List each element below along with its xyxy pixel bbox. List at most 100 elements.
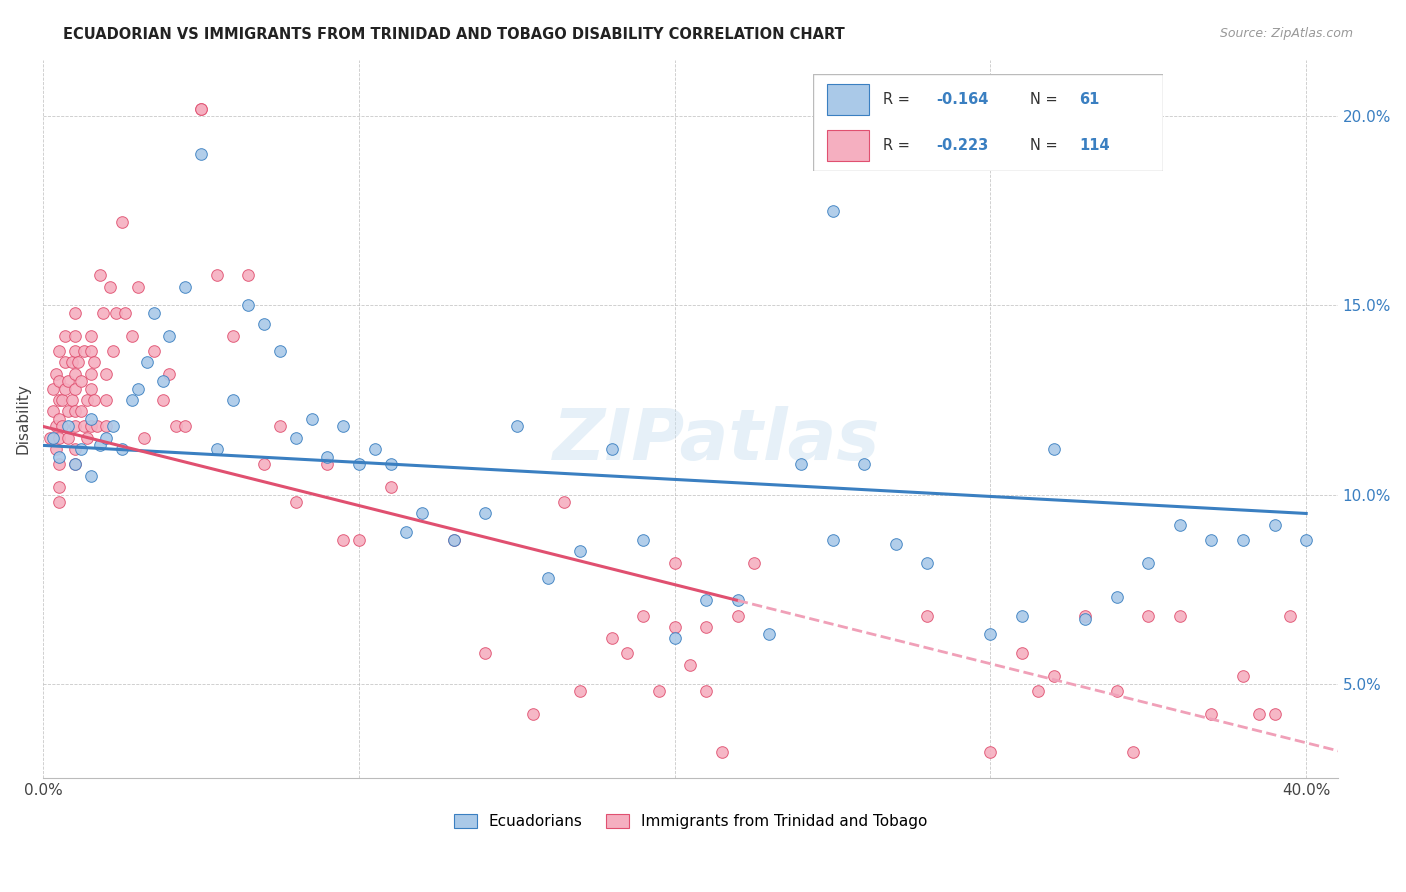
Point (152, 392, 174, 407)
Point (53, 382, 76, 396)
Point (853, 458, 876, 472)
Point (205, 268, 228, 283)
Point (63, 306, 86, 320)
Point (79, 419, 101, 434)
Point (347, 458, 370, 472)
Point (506, 419, 529, 434)
Point (48, 458, 70, 472)
Point (205, 442, 228, 457)
Point (474, 507, 496, 521)
Point (63, 458, 86, 472)
Point (380, 458, 402, 472)
Point (63, 328, 86, 343)
Point (727, 593, 749, 607)
Point (631, 533, 654, 547)
Point (79, 343, 101, 358)
Point (48, 450, 70, 464)
Point (127, 382, 149, 396)
Point (51, 419, 73, 434)
Point (89, 268, 111, 283)
Point (332, 419, 354, 434)
Point (45, 419, 67, 434)
Point (63, 458, 86, 472)
Point (60, 355, 83, 369)
Point (41, 431, 63, 445)
Point (45, 442, 67, 457)
Point (91, 306, 114, 320)
Point (63, 367, 86, 381)
Point (66, 355, 89, 369)
Point (70, 374, 93, 388)
Point (70, 442, 93, 457)
Point (63, 404, 86, 418)
Point (53, 328, 76, 343)
Point (443, 533, 465, 547)
Point (664, 620, 686, 634)
Point (101, 343, 124, 358)
Point (190, 147, 212, 161)
Point (347, 533, 370, 547)
Point (316, 450, 339, 464)
Point (111, 442, 134, 457)
Point (48, 412, 70, 426)
Point (121, 392, 143, 407)
Point (127, 279, 149, 293)
Point (86, 419, 108, 434)
Point (136, 355, 159, 369)
Point (159, 328, 181, 343)
Point (190, 102, 212, 116)
Point (1232, 669, 1254, 683)
Point (45, 367, 67, 381)
Point (979, 745, 1001, 759)
Point (742, 556, 765, 570)
Text: Source: ZipAtlas.com: Source: ZipAtlas.com (1219, 27, 1353, 40)
Point (121, 328, 143, 343)
Point (727, 608, 749, 623)
Point (190, 102, 212, 116)
Point (443, 533, 465, 547)
Point (79, 468, 101, 483)
Point (695, 684, 717, 698)
Point (711, 745, 734, 759)
Point (79, 412, 101, 426)
Point (1232, 533, 1254, 547)
Point (364, 442, 387, 457)
Point (284, 495, 307, 509)
Point (58, 419, 80, 434)
Point (395, 525, 418, 540)
Legend: Ecuadorians, Immigrants from Trinidad and Tobago: Ecuadorians, Immigrants from Trinidad an… (447, 808, 934, 835)
Point (73, 343, 96, 358)
Point (51, 392, 73, 407)
Point (695, 620, 717, 634)
Point (821, 203, 844, 218)
Point (142, 306, 165, 320)
Point (221, 392, 243, 407)
Point (38, 431, 60, 445)
Point (553, 495, 575, 509)
Point (568, 684, 591, 698)
Point (238, 298, 260, 312)
Text: ECUADORIAN VS IMMIGRANTS FROM TRINIDAD AND TOBAGO DISABILITY CORRELATION CHART: ECUADORIAN VS IMMIGRANTS FROM TRINIDAD A… (63, 27, 845, 42)
Point (174, 279, 197, 293)
Point (522, 706, 544, 721)
Point (284, 431, 307, 445)
Point (411, 507, 433, 521)
Point (111, 215, 134, 229)
Point (253, 318, 276, 332)
Point (76, 392, 98, 407)
Point (79, 367, 101, 381)
Point (332, 533, 354, 547)
Point (1105, 684, 1128, 698)
Point (316, 458, 339, 472)
Point (48, 343, 70, 358)
Point (269, 343, 291, 358)
Point (1201, 706, 1223, 721)
Point (1026, 684, 1049, 698)
Point (1168, 517, 1191, 532)
Point (104, 306, 127, 320)
Point (174, 419, 197, 434)
Point (48, 495, 70, 509)
Point (600, 442, 623, 457)
Point (1011, 608, 1033, 623)
Point (1105, 590, 1128, 604)
